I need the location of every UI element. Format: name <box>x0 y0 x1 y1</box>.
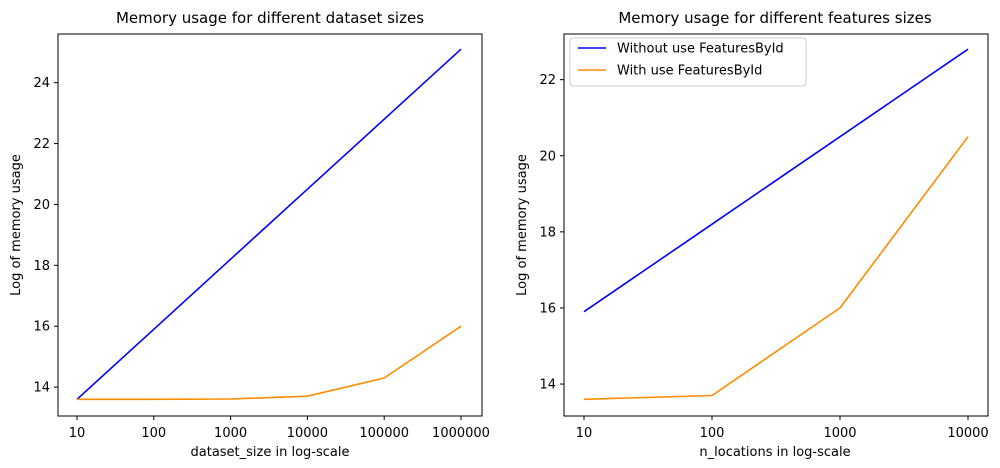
y-tick-label: 18 <box>33 259 50 274</box>
x-tick-label: 1000 <box>823 426 856 441</box>
y-axis-label: Log of memory usage <box>515 154 530 296</box>
x-axis: 10 100 1000 10000 100000 1000000 <box>69 416 490 441</box>
x-tick-label: 10000 <box>947 426 988 441</box>
y-axis-label: Log of memory usage <box>9 154 24 296</box>
y-axis: 14 16 18 20 22 24 <box>33 76 58 396</box>
x-tick-label: 1000 <box>214 426 247 441</box>
series-line-0 <box>76 48 462 400</box>
y-tick-label: 14 <box>33 381 50 396</box>
series-line-1 <box>583 136 969 401</box>
legend-label-without: Without use FeaturesById <box>617 42 784 57</box>
plot-area <box>563 33 989 417</box>
y-tick-label: 24 <box>33 76 50 91</box>
x-tick-label: 10 <box>69 426 86 441</box>
chart-title: Memory usage for different dataset sizes <box>116 9 424 27</box>
legend: Without use FeaturesById With use Featur… <box>569 37 807 87</box>
x-tick-label: 10000 <box>287 426 328 441</box>
series-line-1 <box>77 325 462 401</box>
legend-box <box>569 37 807 87</box>
y-tick-label: 22 <box>33 137 50 152</box>
y-tick-label: 20 <box>33 198 50 213</box>
x-tick-label: 10 <box>576 426 593 441</box>
plot-area <box>57 33 483 417</box>
y-tick-label: 16 <box>33 320 50 335</box>
chart-title: Memory usage for different features size… <box>618 9 931 27</box>
y-tick-label: 20 <box>539 149 556 164</box>
y-tick-label: 18 <box>539 225 556 240</box>
x-axis-label: dataset_size in log-scale <box>191 445 350 460</box>
x-tick-label: 100 <box>700 426 725 441</box>
series-line-0 <box>583 48 969 313</box>
plot-lines <box>583 48 969 401</box>
x-axis: 10 100 1000 10000 <box>576 416 989 441</box>
chart-features-sizes: Memory usage for different features size… <box>515 9 989 460</box>
x-axis-label: n_locations in log-scale <box>699 445 850 460</box>
legend-label-with: With use FeaturesById <box>617 64 762 79</box>
y-tick-label: 14 <box>539 378 556 393</box>
y-tick-label: 16 <box>539 301 556 316</box>
x-tick-label: 1000000 <box>432 426 490 441</box>
plot-lines <box>76 48 462 401</box>
y-tick-label: 22 <box>539 73 556 88</box>
chart-dataset-sizes: Memory usage for different dataset sizes… <box>9 9 490 460</box>
x-tick-label: 100000 <box>359 426 409 441</box>
y-axis: 14 16 18 20 22 <box>539 73 564 393</box>
x-tick-label: 100 <box>141 426 166 441</box>
